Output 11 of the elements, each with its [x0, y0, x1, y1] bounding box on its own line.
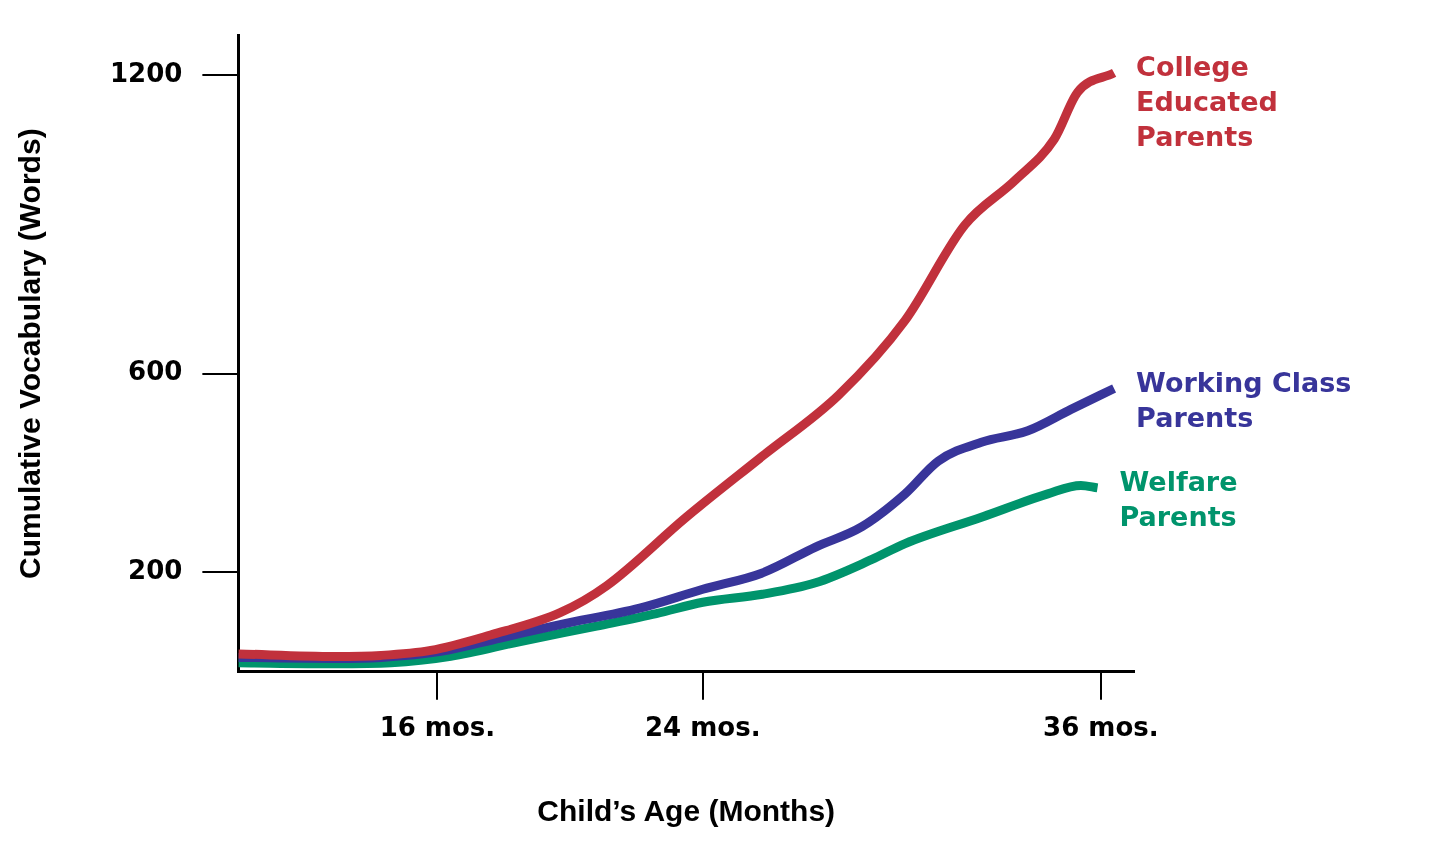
y-tick-label: 1200: [109, 58, 183, 89]
x-axis-title: Child’s Age (Months): [537, 794, 836, 828]
x-tick-label: 36 mos.: [1043, 712, 1159, 743]
series-label: Working Class Parents: [1136, 366, 1352, 433]
x-tick-label: 24 mos.: [644, 712, 761, 743]
y-tick-label: 600: [128, 356, 183, 387]
x-tick-label: 16 mos.: [379, 712, 496, 743]
y-axis-title: Cumulative Vocabulary (Words): [13, 128, 47, 580]
series-label: College Educated Parents: [1136, 50, 1278, 152]
series-label: Welfare Parents: [1119, 465, 1238, 532]
y-tick-label: 200: [128, 555, 183, 586]
